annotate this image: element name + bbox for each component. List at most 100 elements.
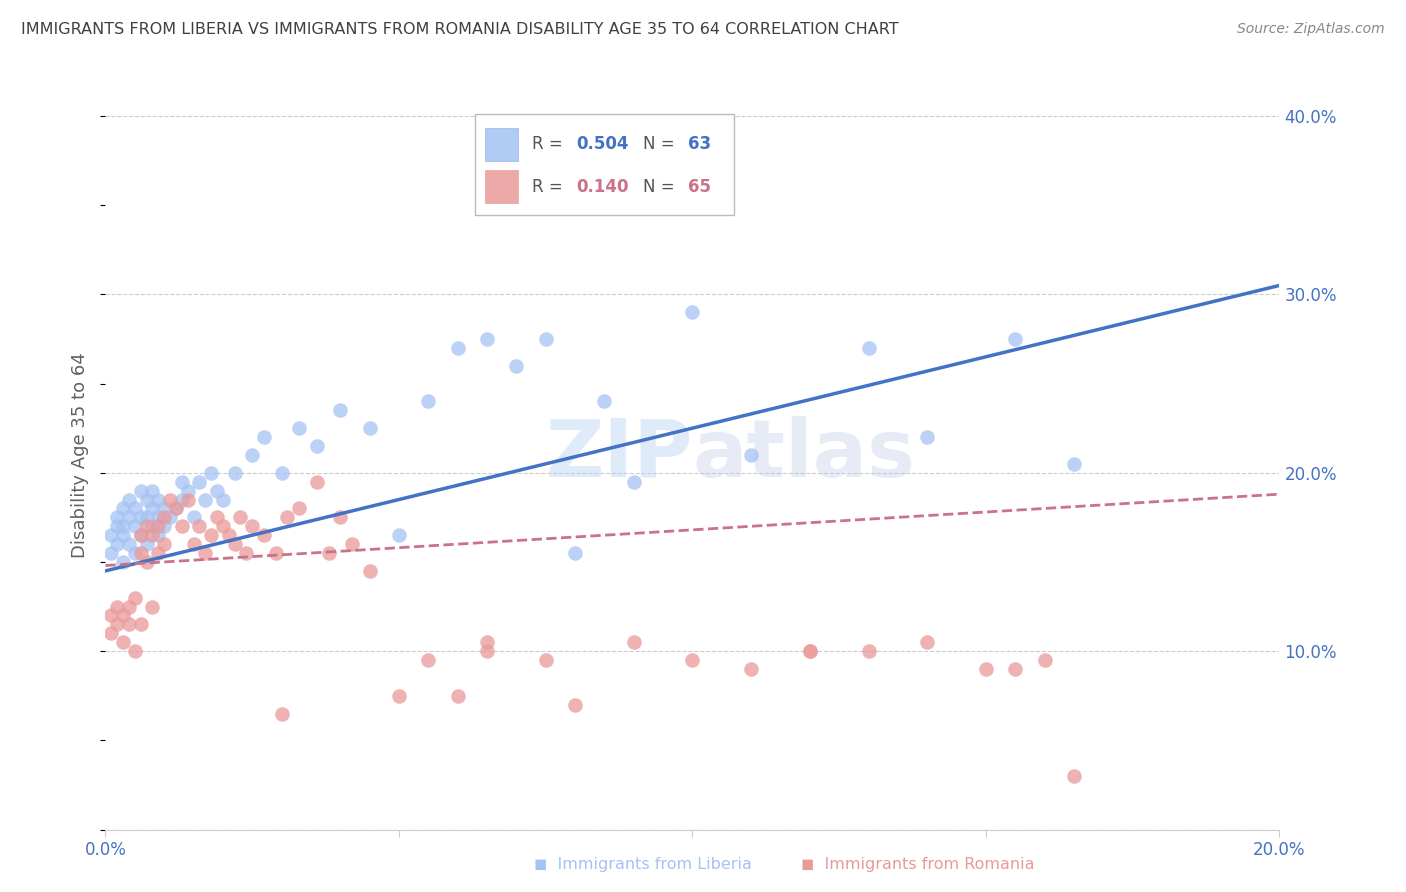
Point (135, 519, 157, 533)
Point (211, 519, 233, 533)
Y-axis label: Disability Age 35 to 64: Disability Age 35 to 64 (72, 352, 90, 558)
Text: R =: R = (531, 178, 568, 196)
Point (153, 537, 176, 551)
Point (318, 546, 340, 560)
Point (340, 537, 363, 551)
Point (200, 528, 222, 542)
Point (100, 528, 122, 542)
Point (112, 519, 135, 533)
Point (148, 546, 170, 560)
Point (124, 519, 146, 533)
Point (623, 635, 645, 649)
Point (224, 466, 246, 480)
Point (148, 510, 170, 524)
Point (623, 475, 645, 489)
Point (141, 483, 163, 498)
Point (1063, 769, 1085, 783)
Point (740, 662, 762, 676)
Point (124, 644, 146, 658)
Point (129, 546, 152, 560)
Point (359, 564, 381, 578)
Point (264, 546, 287, 560)
Point (124, 546, 146, 560)
Point (105, 599, 128, 614)
Point (105, 617, 128, 632)
Point (917, 635, 939, 649)
Text: atlas: atlas (693, 416, 915, 494)
Point (1063, 457, 1085, 471)
Point (176, 492, 198, 507)
Point (682, 653, 704, 667)
Point (475, 635, 498, 649)
Point (253, 528, 276, 542)
Text: ◼  Immigrants from Liberia: ◼ Immigrants from Liberia (534, 857, 752, 872)
Text: 65: 65 (688, 178, 711, 196)
Point (124, 591, 146, 605)
Point (211, 492, 233, 507)
Point (240, 448, 263, 462)
Text: ZIP: ZIP (546, 416, 693, 494)
Point (129, 528, 152, 542)
Text: Source: ZipAtlas.com: Source: ZipAtlas.com (1237, 22, 1385, 37)
Point (112, 528, 135, 542)
Point (205, 483, 228, 498)
Point (118, 537, 141, 551)
Point (129, 510, 152, 524)
Point (505, 359, 527, 373)
Point (124, 501, 146, 516)
Point (917, 430, 939, 444)
Point (388, 689, 411, 703)
Point (229, 510, 252, 524)
FancyBboxPatch shape (475, 114, 734, 215)
Point (270, 706, 292, 721)
Point (159, 510, 181, 524)
Point (740, 448, 762, 462)
Point (276, 510, 298, 524)
Point (188, 475, 211, 489)
Point (858, 644, 880, 658)
Point (148, 519, 170, 533)
Point (159, 492, 181, 507)
Point (141, 599, 163, 614)
Point (135, 555, 157, 569)
Point (418, 394, 440, 409)
Point (388, 528, 411, 542)
Point (235, 546, 257, 560)
Point (183, 537, 205, 551)
Point (112, 608, 135, 623)
FancyBboxPatch shape (485, 170, 517, 203)
Point (105, 519, 128, 533)
Point (240, 519, 263, 533)
Point (170, 519, 193, 533)
Text: N =: N = (643, 136, 681, 153)
Point (148, 492, 170, 507)
Point (129, 483, 152, 498)
Point (329, 510, 352, 524)
Point (100, 608, 122, 623)
Point (564, 698, 586, 712)
Point (118, 510, 141, 524)
Point (682, 305, 704, 319)
Point (253, 430, 276, 444)
Point (170, 492, 193, 507)
Point (129, 528, 152, 542)
Point (118, 599, 141, 614)
Point (475, 332, 498, 346)
Point (1004, 662, 1026, 676)
Point (183, 510, 205, 524)
FancyBboxPatch shape (485, 128, 517, 161)
Point (176, 483, 198, 498)
Text: 0.504: 0.504 (576, 136, 628, 153)
Point (194, 546, 217, 560)
Text: ◼  Immigrants from Romania: ◼ Immigrants from Romania (801, 857, 1035, 872)
Text: N =: N = (643, 178, 681, 196)
Point (141, 528, 163, 542)
Point (153, 510, 176, 524)
Point (359, 421, 381, 435)
Text: R =: R = (531, 136, 568, 153)
Point (329, 403, 352, 417)
Point (153, 519, 176, 533)
Point (447, 341, 470, 355)
Point (505, 180, 527, 194)
Point (224, 537, 246, 551)
